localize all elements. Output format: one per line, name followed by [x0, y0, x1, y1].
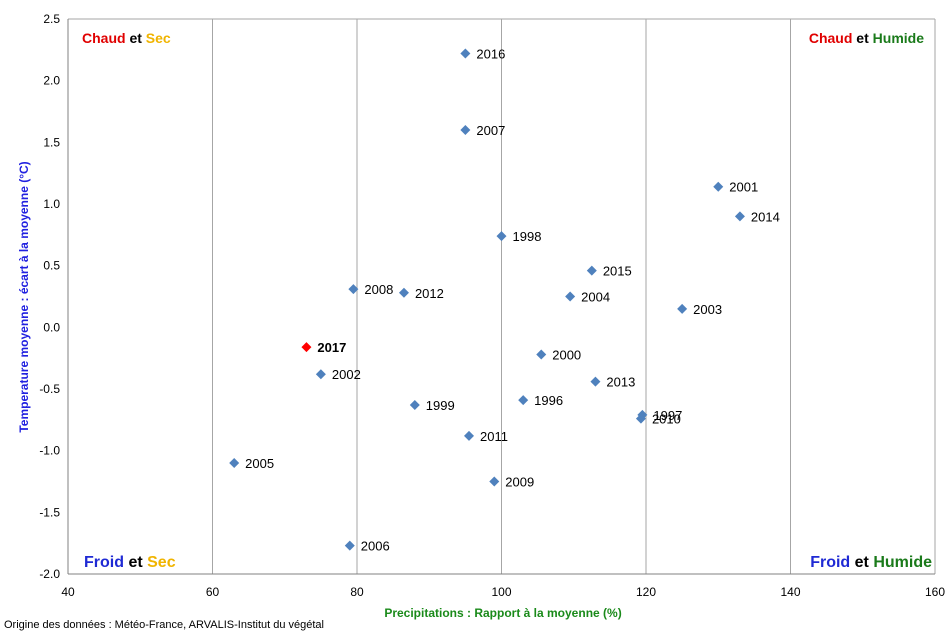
point-marker-2013: [590, 376, 601, 387]
point-marker-2007: [460, 125, 471, 135]
grid-lines: [67, 19, 936, 574]
quadrant-label-bottom-left: Froid et Sec: [84, 554, 176, 571]
y-tick-label: -1.0: [39, 444, 60, 458]
data-points: 2016 2007 2001 2014 1998 2015 2008 2012 2004 2003…: [229, 47, 780, 554]
x-axis-label: Precipitations : Rapport à la moyenne (%…: [384, 606, 621, 620]
x-tick-label: 40: [61, 585, 75, 599]
point-marker-2002: [315, 369, 326, 380]
tick-labels: 2.5 2.0 1.5 1.0 0.5 0.0 -0.5 -1.0 -1.5 -2.040 60 80…: [39, 12, 945, 599]
point-label-2011: 2011: [480, 429, 508, 444]
point-label-1998: 1998: [513, 229, 542, 244]
y-tick-label: 2.0: [43, 74, 60, 88]
quadrant-label-bottom-right: Froid et Humide: [810, 554, 932, 571]
point-label-2012: 2012: [415, 286, 444, 301]
point-label-2004: 2004: [581, 290, 610, 305]
point-label-2013: 2013: [606, 375, 635, 390]
point-marker-2003: [677, 303, 688, 314]
point-label-2008: 2008: [364, 282, 393, 297]
point-marker-1996: [518, 395, 529, 406]
x-tick-label: 80: [350, 585, 364, 599]
y-tick-label: 0.0: [43, 320, 60, 334]
point-marker-2005: [229, 458, 240, 468]
point-marker-2000: [536, 349, 547, 360]
point-label-2002: 2002: [332, 367, 361, 382]
x-tick-label: 140: [780, 585, 800, 599]
data-source-note: Origine des données : Météo-France, ARVA…: [4, 619, 324, 631]
point-label-2007: 2007: [476, 123, 505, 138]
point-marker-2004: [565, 291, 576, 302]
x-tick-label: 60: [206, 585, 220, 599]
quadrant-label-top-right: Chaud et Humide: [809, 30, 924, 46]
point-marker-2014: [734, 211, 745, 222]
y-axis-label: Temperature moyenne : écart à la moyenne…: [17, 161, 31, 432]
point-marker-1999: [409, 400, 420, 411]
point-marker-2006: [344, 540, 355, 551]
point-label-2005: 2005: [245, 456, 274, 471]
point-label-2017: 2017: [317, 340, 346, 355]
point-label-2016: 2016: [476, 47, 505, 62]
point-label-2009: 2009: [505, 475, 534, 490]
point-label-1996: 1996: [534, 393, 563, 408]
point-marker-2009: [489, 476, 500, 487]
point-marker-2001: [713, 181, 724, 192]
point-label-1999: 1999: [426, 398, 455, 413]
point-marker-1998: [496, 231, 507, 242]
point-marker-2017: [301, 342, 312, 353]
x-tick-label: 100: [491, 585, 511, 599]
point-marker-2016: [460, 48, 471, 59]
point-label-2006: 2006: [361, 539, 390, 554]
point-label-2000: 2000: [552, 347, 581, 362]
y-tick-label: 1.5: [43, 135, 60, 149]
point-label-2010: 2010: [652, 412, 681, 427]
quadrant-label-top-left: Chaud et Sec: [82, 30, 171, 46]
x-tick-label: 120: [636, 585, 656, 599]
y-tick-label: 1.0: [43, 197, 60, 211]
point-label-2003: 2003: [693, 302, 722, 317]
point-label-1997: 1997: [653, 408, 682, 423]
point-label-2015: 2015: [603, 264, 632, 279]
point-label-2014: 2014: [751, 209, 780, 224]
y-tick-label: -2.0: [39, 567, 60, 581]
point-marker-2010: [635, 413, 646, 424]
axes: [67, 18, 935, 575]
point-marker-2012: [398, 287, 409, 298]
point-marker-2015: [586, 265, 597, 276]
y-tick-label: -0.5: [39, 382, 60, 396]
point-marker-2008: [348, 284, 359, 295]
y-tick-label: 0.5: [43, 259, 60, 273]
quadrant-annotations: Chaud et Sec Chaud et Humide Froid et Sec F…: [82, 30, 932, 571]
y-tick-label: -1.5: [39, 505, 60, 519]
y-tick-label: 2.5: [43, 12, 60, 26]
point-marker-2011: [463, 430, 474, 441]
x-tick-label: 160: [925, 585, 945, 599]
point-label-2001: 2001: [729, 180, 758, 195]
